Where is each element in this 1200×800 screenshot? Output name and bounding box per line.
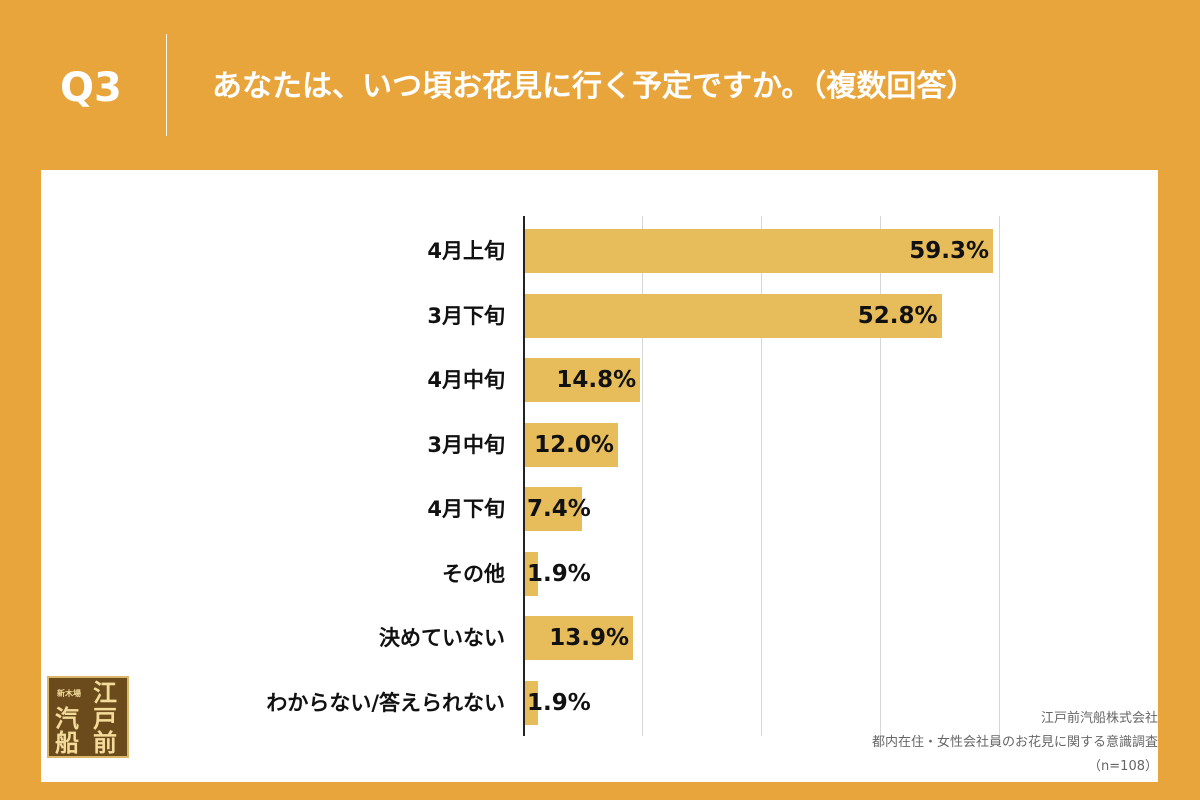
category-label: その他 <box>442 561 505 586</box>
bar <box>523 422 619 467</box>
category-label: 4月下旬 <box>427 497 505 521</box>
gridline <box>760 216 762 736</box>
logo-char: 汽 <box>55 705 79 733</box>
category-label: 3月中旬 <box>427 432 505 457</box>
logo-char: 戸 <box>93 705 117 733</box>
bar <box>523 551 539 596</box>
bar <box>523 680 539 725</box>
logo-char: 江 <box>93 679 117 707</box>
value-label: 59.3% <box>909 238 990 264</box>
y-axis-line <box>523 216 525 736</box>
value-label: 7.4% <box>527 496 591 522</box>
logo-char: 前 <box>93 729 117 757</box>
bar <box>523 358 641 402</box>
header: Q3 あなたは、いつ頃お花見に行く予定ですか。（複数回答） <box>0 0 1200 170</box>
category-label: 4月上旬 <box>427 239 505 263</box>
source-survey: 都内在住・女性会社員のお花見に関する意識調査 <box>871 735 1158 750</box>
company-logo: 新木場 江 戸 汽 船 前 <box>47 676 129 758</box>
value-label: 1.9% <box>527 689 591 716</box>
value-label: 14.8% <box>556 367 637 393</box>
value-label: 13.9% <box>549 625 630 651</box>
bar <box>523 293 942 338</box>
value-label: 12.0% <box>534 431 614 458</box>
category-label: 4月中旬 <box>427 368 505 392</box>
bar <box>523 487 582 531</box>
logo-small-text: 新木場 <box>57 689 81 698</box>
value-label: 1.9% <box>527 560 591 587</box>
header-divider <box>166 34 167 136</box>
source-company: 江戸前汽船株式会社 <box>1040 711 1158 726</box>
question-title: あなたは、いつ頃お花見に行く予定ですか。（複数回答） <box>212 69 977 104</box>
category-label: 決めていない <box>379 626 505 650</box>
category-label: 3月下旬 <box>427 303 505 328</box>
gridline <box>998 216 1000 736</box>
source-sample: （n=108） <box>1088 759 1158 774</box>
gridline <box>879 216 881 736</box>
bar <box>523 229 994 273</box>
value-label: 52.8% <box>857 302 938 329</box>
question-number: Q3 <box>60 65 122 111</box>
bar <box>523 616 634 660</box>
category-label: わからない/答えられない <box>266 690 505 715</box>
gridline <box>641 216 643 736</box>
logo-char: 船 <box>55 729 79 757</box>
